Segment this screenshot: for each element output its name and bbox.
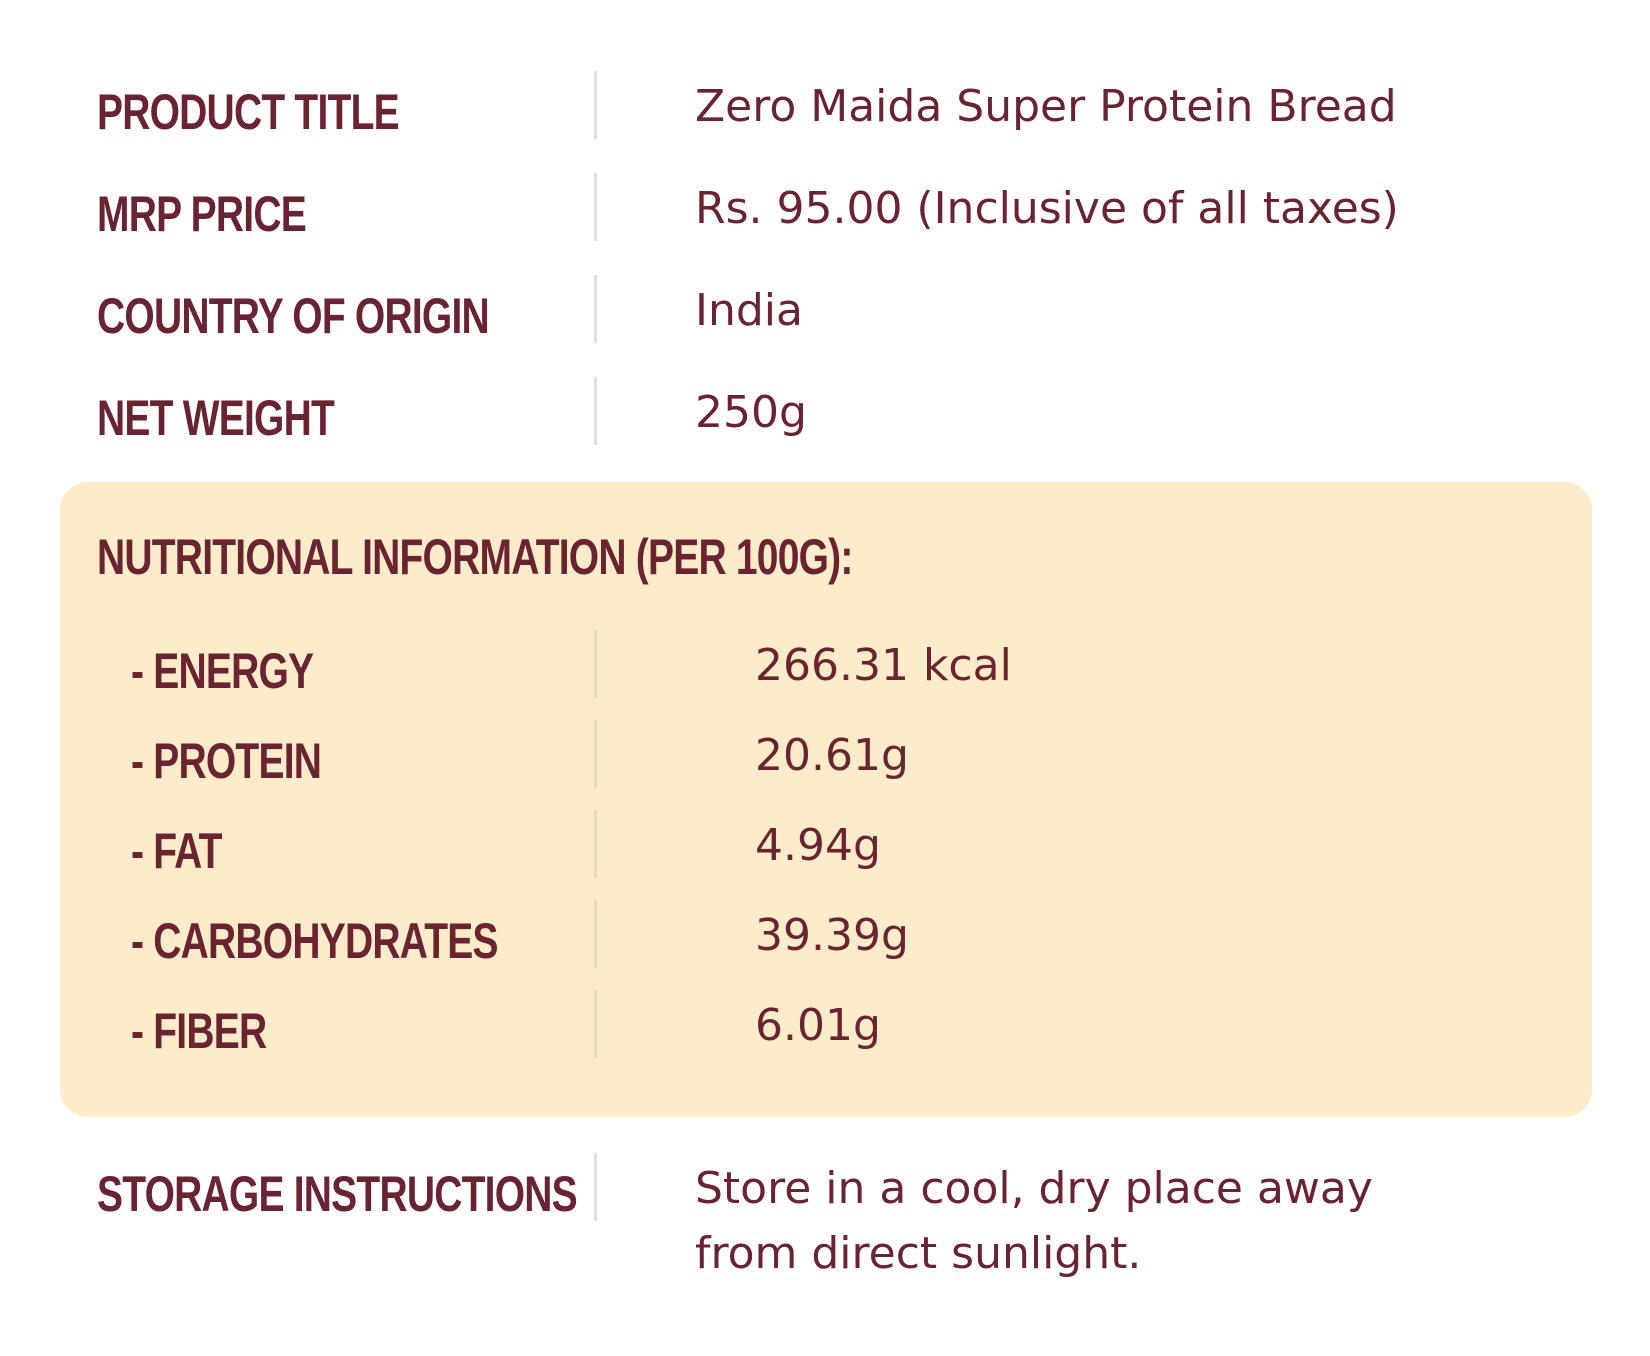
fiber-label: - FIBER (131, 1003, 267, 1059)
protein-value: 20.61g (755, 730, 909, 781)
product-title-label: PRODUCT TITLE (97, 84, 400, 140)
fat-label: - FAT (131, 823, 222, 879)
net-weight-label: NET WEIGHT (97, 390, 335, 446)
energy-value: 266.31 kcal (755, 640, 1012, 691)
storage-label: STORAGE INSTRUCTIONS (97, 1166, 578, 1222)
divider (594, 377, 597, 445)
carbohydrates-label: - CARBOHYDRATES (131, 913, 499, 969)
product-title-value: Zero Maida Super Protein Bread (695, 81, 1397, 132)
fiber-value: 6.01g (755, 1000, 881, 1051)
fat-value: 4.94g (755, 820, 881, 871)
divider (594, 1153, 597, 1221)
divider (594, 275, 597, 343)
nutrition-panel (60, 482, 1592, 1117)
country-of-origin-value: India (695, 285, 803, 336)
divider (594, 173, 597, 241)
protein-label: - PROTEIN (131, 733, 322, 789)
net-weight-value: 250g (695, 387, 807, 438)
divider (594, 720, 597, 788)
divider (594, 990, 597, 1058)
divider (594, 630, 597, 698)
energy-label: - ENERGY (131, 643, 314, 699)
divider (594, 900, 597, 968)
nutrition-title: NUTRITIONAL INFORMATION (PER 100G): (97, 529, 853, 585)
mrp-price-value: Rs. 95.00 (Inclusive of all taxes) (695, 183, 1399, 234)
divider (594, 71, 597, 139)
storage-line-1: Store in a cool, dry place away (695, 1163, 1373, 1214)
divider (594, 810, 597, 878)
carbohydrates-value: 39.39g (755, 910, 909, 961)
storage-line-2: from direct sunlight. (695, 1228, 1142, 1279)
mrp-price-label: MRP PRICE (97, 186, 307, 242)
country-of-origin-label: COUNTRY OF ORIGIN (97, 288, 490, 344)
